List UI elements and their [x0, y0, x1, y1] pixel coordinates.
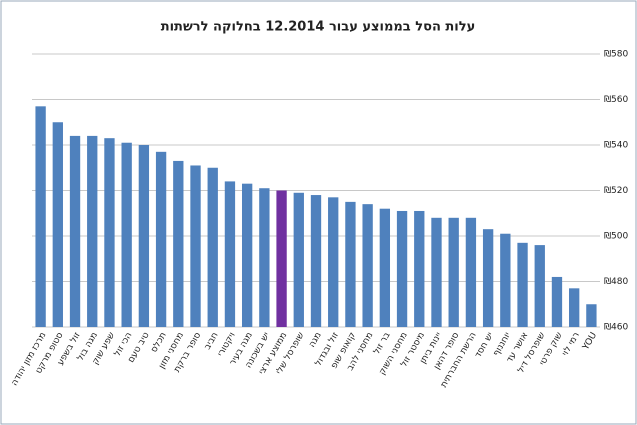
bar [276, 190, 287, 327]
bar [138, 145, 150, 327]
bar [569, 288, 580, 327]
bar [52, 122, 63, 327]
y-tick-label: ₪560 [604, 95, 629, 105]
bar [207, 167, 218, 327]
y-tick-label: ₪580 [604, 50, 629, 60]
bar [396, 210, 408, 327]
bar [328, 197, 339, 327]
bar [551, 276, 563, 327]
bar [534, 245, 545, 327]
bar [87, 135, 98, 327]
bar [414, 210, 425, 327]
bar [482, 229, 494, 327]
bar [586, 304, 597, 327]
chart-title: עלות הסל בממוצע עבור 12.2014 בחלוקה לרשת… [161, 20, 476, 35]
bar [190, 165, 201, 327]
bar [517, 242, 528, 327]
bar [121, 142, 132, 327]
bar [69, 135, 81, 327]
bar [362, 204, 373, 327]
bar [431, 217, 442, 327]
y-tick-label: ₪480 [604, 277, 629, 287]
y-tick-label: ₪520 [604, 186, 629, 196]
y-tick-label: ₪500 [604, 232, 629, 242]
bar [155, 151, 167, 327]
bar [224, 181, 236, 327]
bar [259, 188, 270, 327]
bar [310, 195, 322, 327]
bar [104, 138, 115, 327]
bar [448, 217, 459, 327]
bar [379, 208, 391, 327]
bar [173, 160, 184, 327]
bar [465, 217, 477, 327]
y-tick-label: ₪540 [604, 141, 629, 151]
bar [35, 106, 46, 327]
bar [241, 183, 253, 327]
y-tick-label: ₪460 [604, 323, 629, 333]
bar [500, 233, 511, 327]
bar [293, 192, 304, 327]
bar [345, 201, 356, 327]
